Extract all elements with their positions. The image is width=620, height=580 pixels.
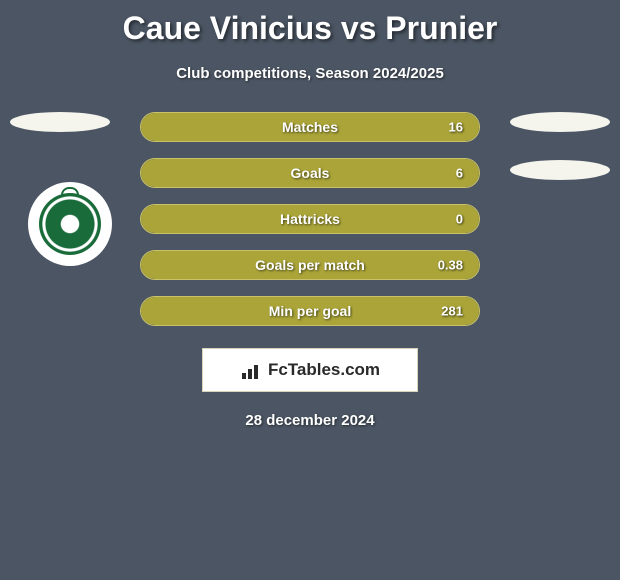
- stat-value: 0.38: [438, 258, 463, 273]
- player-left-placeholder: [10, 112, 110, 132]
- comparison-panel: Matches 16 Goals 6 Hattricks 0 Goals per…: [0, 112, 620, 429]
- stat-value: 281: [441, 304, 463, 319]
- page-title: Caue Vinicius vs Prunier: [0, 0, 620, 47]
- stat-row-hattricks: Hattricks 0: [140, 204, 480, 234]
- player-right-placeholder-1: [510, 112, 610, 132]
- stat-row-goals-per-match: Goals per match 0.38: [140, 250, 480, 280]
- bar-chart-icon: [240, 361, 264, 379]
- stat-label: Hattricks: [280, 211, 340, 227]
- brand-box[interactable]: FcTables.com: [202, 348, 418, 392]
- stat-row-min-per-goal: Min per goal 281: [140, 296, 480, 326]
- player-right-placeholder-2: [510, 160, 610, 180]
- stat-value: 16: [449, 120, 463, 135]
- stat-value: 6: [456, 166, 463, 181]
- date-label: 28 december 2024: [0, 412, 620, 429]
- stats-rows: Matches 16 Goals 6 Hattricks 0 Goals per…: [140, 112, 480, 326]
- subtitle: Club competitions, Season 2024/2025: [0, 65, 620, 82]
- stat-row-goals: Goals 6: [140, 158, 480, 188]
- stat-label: Min per goal: [269, 303, 351, 319]
- brand-text: FcTables.com: [268, 360, 380, 380]
- club-badge-icon: [39, 193, 101, 255]
- club-badge: [28, 182, 112, 266]
- stat-value: 0: [456, 212, 463, 227]
- stat-label: Matches: [282, 119, 338, 135]
- stat-label: Goals per match: [255, 257, 365, 273]
- stat-label: Goals: [291, 165, 330, 181]
- stat-row-matches: Matches 16: [140, 112, 480, 142]
